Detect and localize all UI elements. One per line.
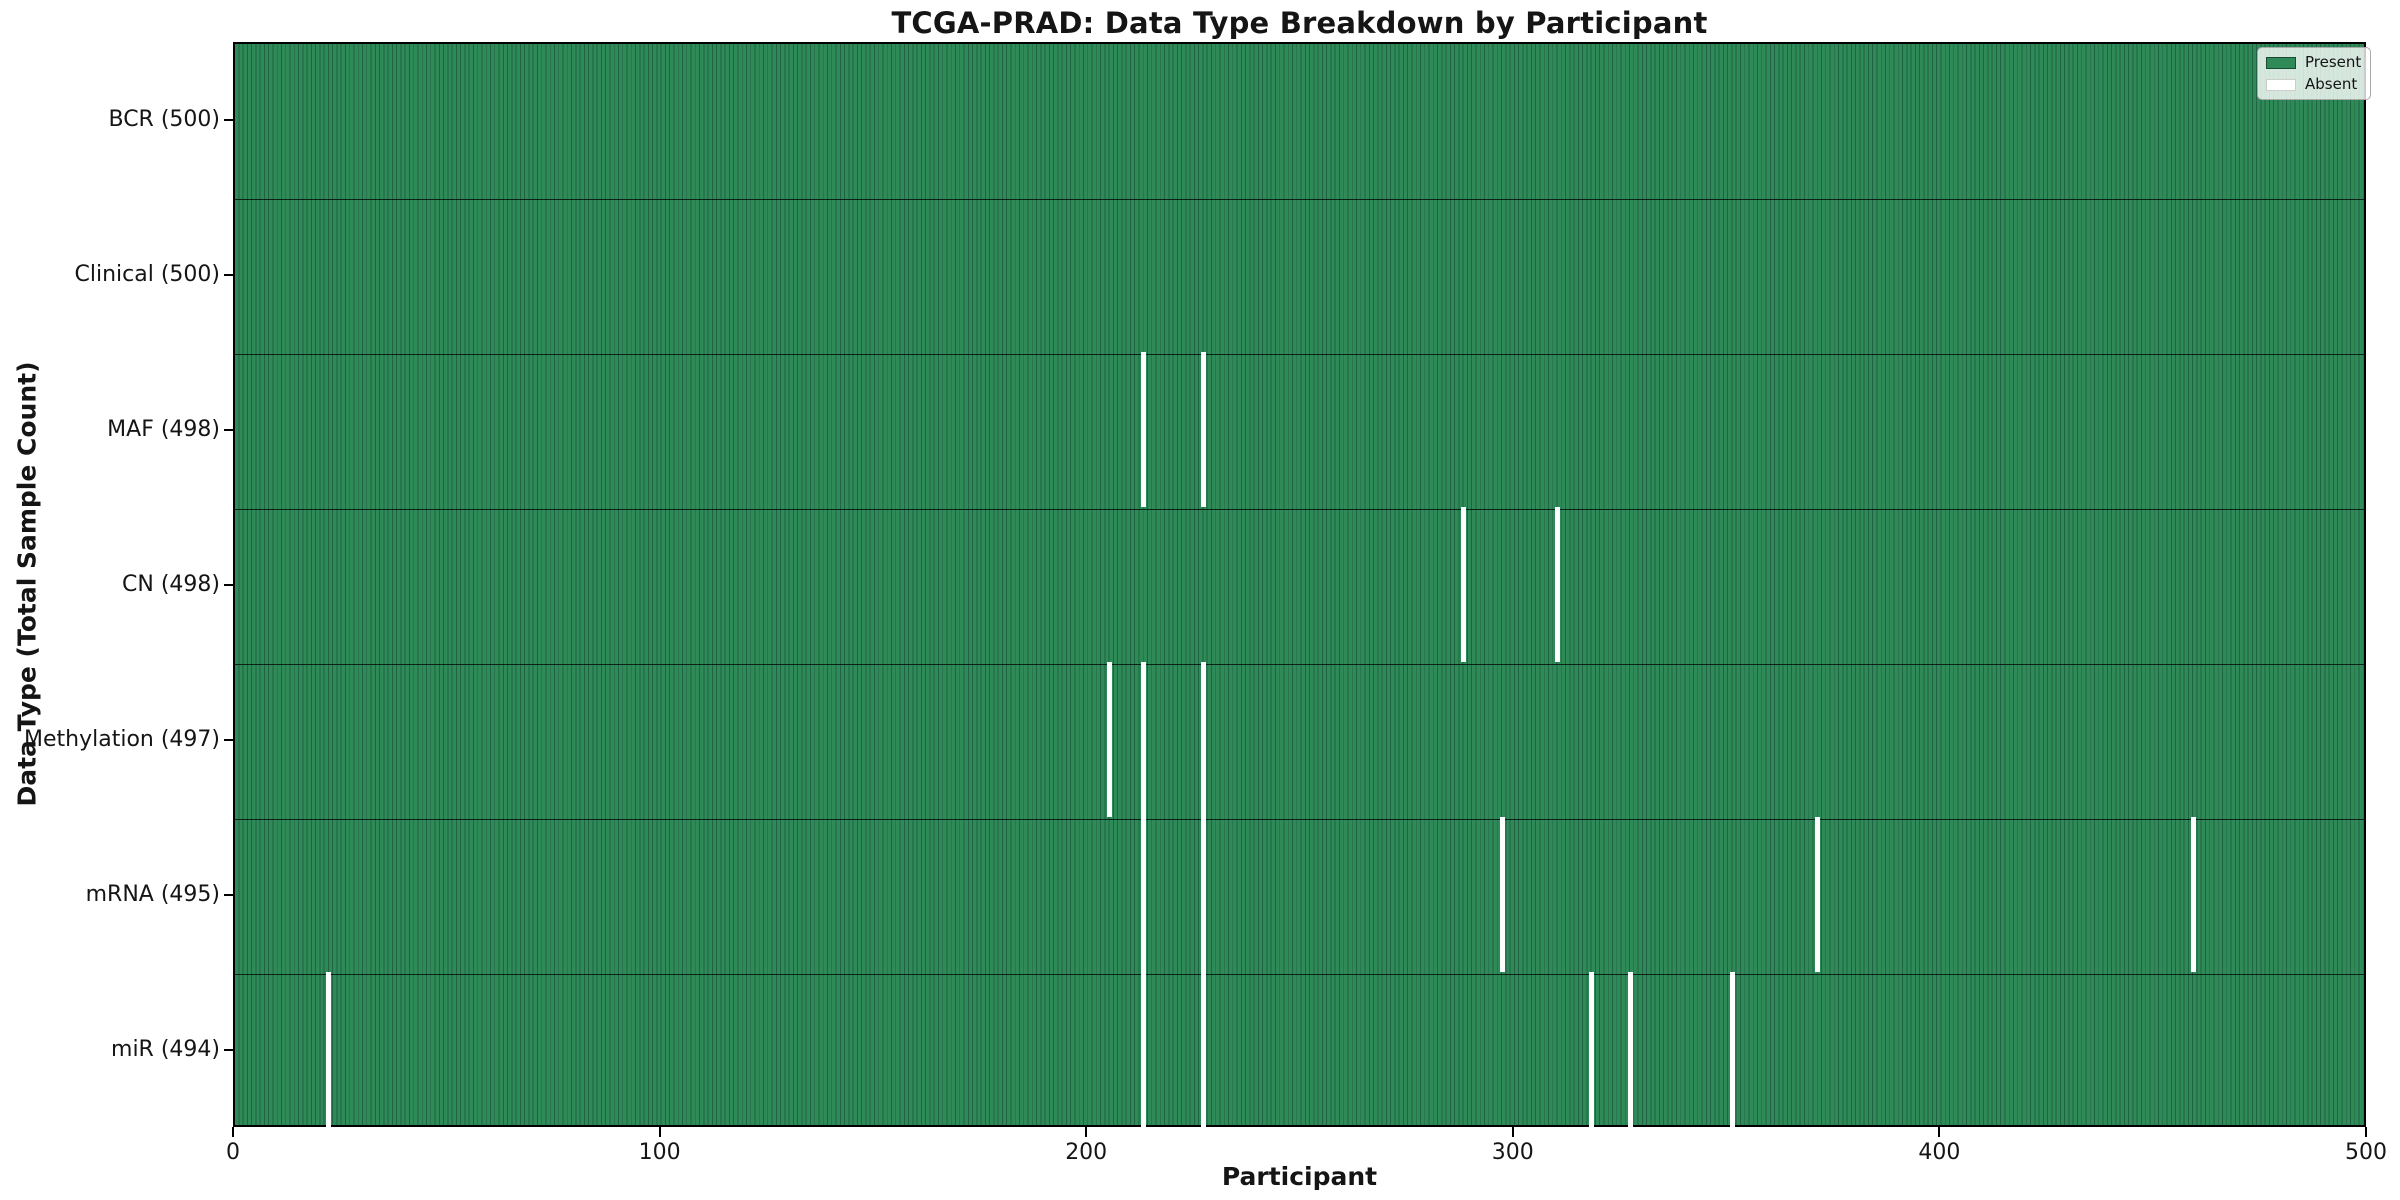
y-tick-label: Clinical (500) [74, 261, 220, 287]
y-tick-mark [224, 738, 233, 741]
x-tick-label: 0 [226, 1140, 240, 1165]
legend: Present Absent [2257, 47, 2372, 100]
x-tick-mark [1085, 1127, 1088, 1137]
y-tick-mark [224, 583, 233, 586]
absent-gap [1141, 817, 1147, 972]
legend-entry: Absent [2266, 76, 2361, 93]
absent-gap [1141, 352, 1147, 507]
absent-gap [1499, 817, 1505, 972]
absent-gap [1815, 817, 1821, 972]
x-tick-label: 300 [1491, 1140, 1534, 1165]
row-separator [235, 973, 2364, 975]
absent-gap [1107, 662, 1113, 817]
x-tick-label: 400 [1918, 1140, 1961, 1165]
plot-area [233, 42, 2366, 1127]
x-tick-mark [1511, 1127, 1514, 1137]
y-tick-mark [224, 1048, 233, 1051]
row-separator [235, 818, 2364, 820]
absent-gap [1201, 817, 1206, 972]
x-tick-mark [658, 1127, 661, 1137]
y-tick-label: MAF (498) [107, 416, 220, 442]
absent-gap [1555, 507, 1561, 662]
y-tick-label: BCR (500) [108, 106, 220, 132]
x-tick-mark [232, 1127, 234, 1137]
absent-gap [1461, 507, 1467, 662]
absent-gap [1141, 662, 1147, 817]
y-tick-label: miR (494) [111, 1036, 220, 1062]
absent-gap [1201, 972, 1206, 1127]
absent-gap [1141, 972, 1147, 1127]
x-tick-mark [2365, 1127, 2367, 1137]
legend-entry: Present [2266, 54, 2361, 71]
y-tick-label: Methylation (497) [24, 726, 220, 752]
y-tick-mark [224, 893, 233, 896]
absent-gap [1201, 662, 1206, 817]
absent-gap [1729, 972, 1735, 1127]
absent-gap [1201, 352, 1206, 507]
legend-swatch-present [2266, 56, 2296, 69]
y-tick-mark [224, 428, 233, 431]
y-tick-mark [224, 273, 233, 276]
legend-swatch-absent [2266, 78, 2296, 91]
y-tick-label: CN (498) [122, 571, 220, 597]
x-tick-label: 100 [638, 1140, 681, 1165]
x-tick-label: 500 [2345, 1140, 2387, 1165]
x-tick-mark [1938, 1127, 1941, 1137]
x-axis-label: Participant [1221, 1162, 1378, 1191]
absent-gap [1589, 972, 1595, 1127]
absent-gap [1627, 972, 1633, 1127]
row-separator [235, 663, 2364, 665]
x-tick-label: 200 [1065, 1140, 1108, 1165]
chart-title: TCGA-PRAD: Data Type Breakdown by Partic… [891, 6, 1708, 40]
y-tick-label: mRNA (495) [85, 881, 220, 907]
legend-label: Present [2305, 53, 2362, 71]
legend-label: Absent [2305, 75, 2358, 93]
row-separator [235, 508, 2364, 510]
row-separator [235, 353, 2364, 355]
y-tick-mark [224, 118, 233, 121]
absent-gap [2190, 817, 2196, 972]
row-separator [235, 198, 2364, 200]
absent-gap [326, 972, 332, 1127]
